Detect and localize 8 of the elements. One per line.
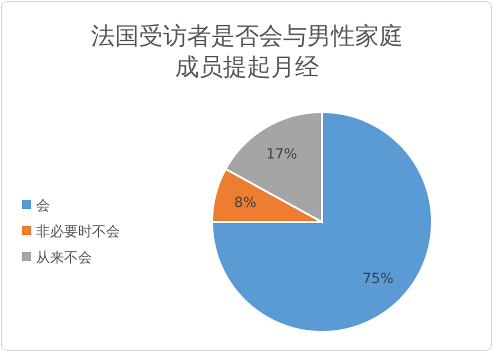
chart-title: 法国受访者是否会与男性家庭成员提起月经: [91, 22, 403, 81]
data-label: 75%: [362, 270, 394, 287]
data-label: 17%: [266, 146, 298, 163]
legend-label: 非必要时不会: [36, 224, 120, 240]
legend-label: 从来不会: [36, 250, 92, 266]
legend-label: 会: [36, 198, 50, 214]
pie-slice: [211, 111, 433, 333]
data-label: 8%: [234, 195, 256, 212]
